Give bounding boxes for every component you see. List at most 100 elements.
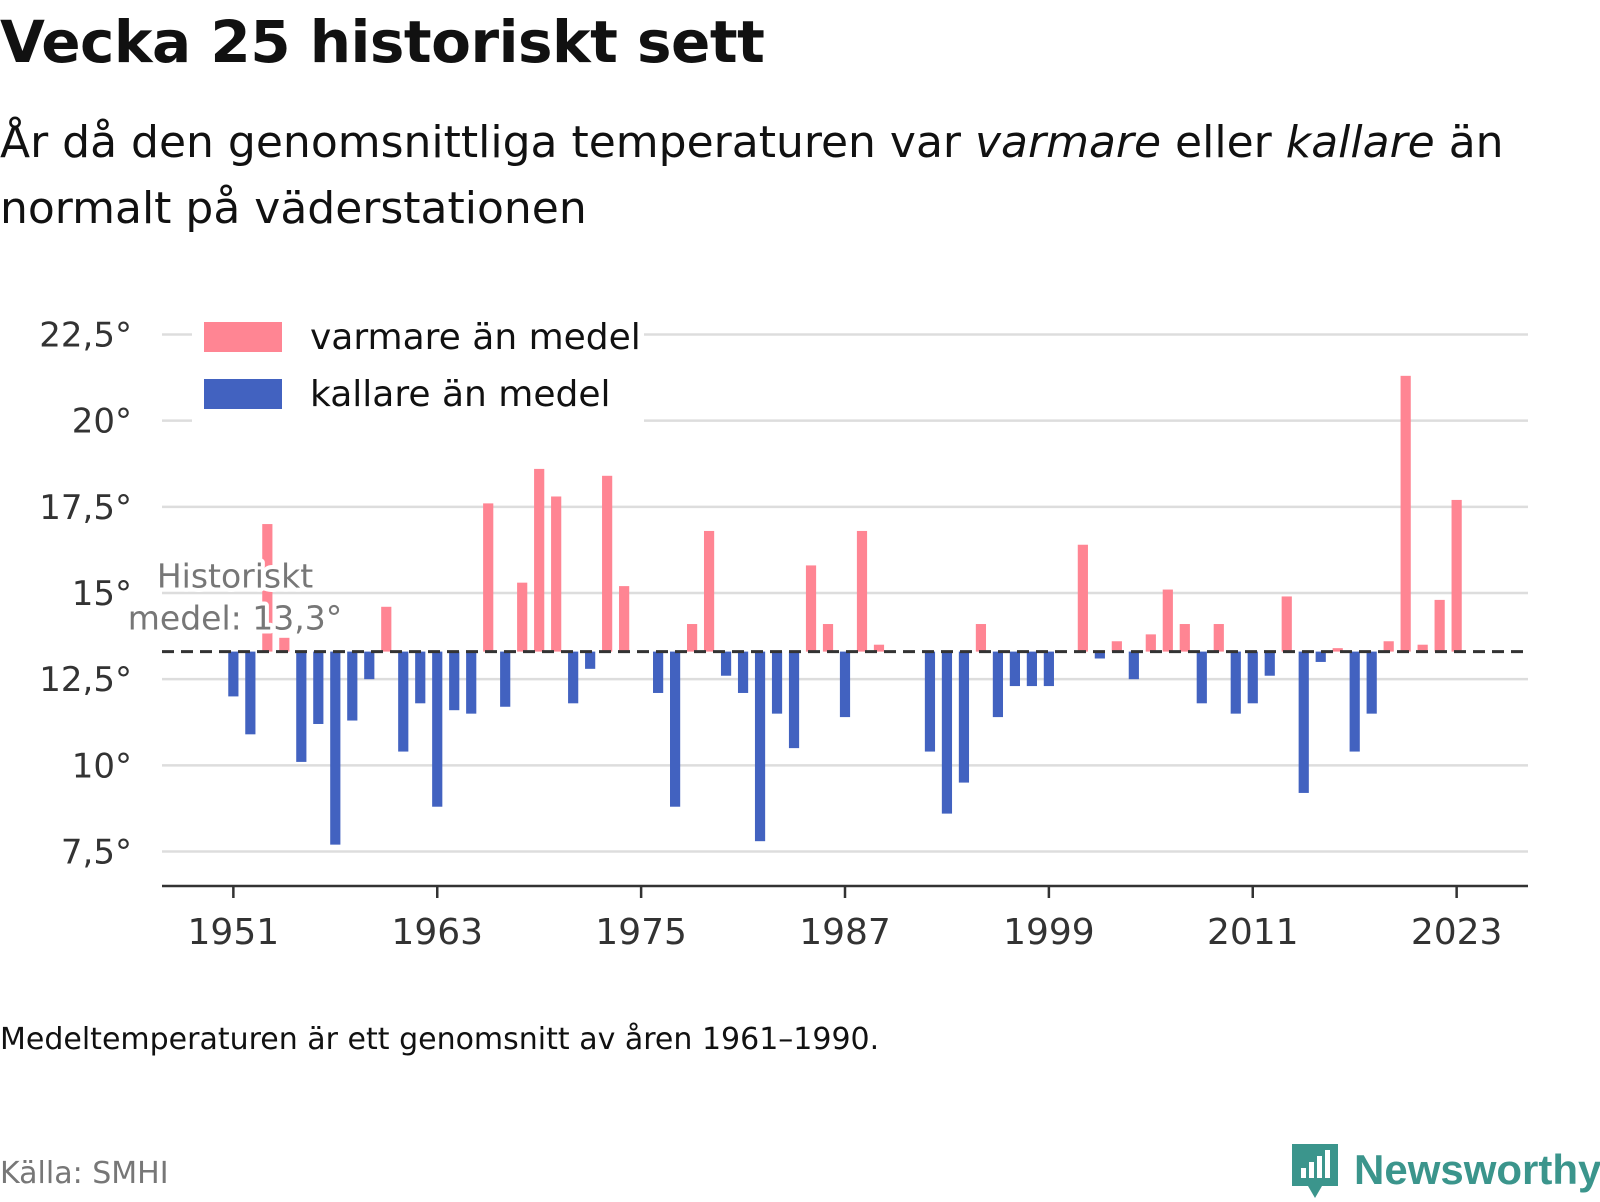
bar-1970 bbox=[551, 496, 562, 652]
bar-1995 bbox=[975, 624, 987, 652]
bar-1987 bbox=[839, 651, 851, 718]
bar-1989 bbox=[873, 644, 885, 652]
bar-1972 bbox=[585, 651, 596, 669]
x-tick-label: 2011 bbox=[1207, 912, 1299, 953]
bar-2001 bbox=[1077, 544, 1088, 652]
bar-1965 bbox=[466, 651, 477, 714]
subtitle-pre: År då den genomsnittliga temperaturen va… bbox=[0, 117, 975, 168]
bar-1955 bbox=[296, 651, 307, 762]
bar-2012 bbox=[1264, 651, 1275, 676]
bar-1980 bbox=[720, 651, 732, 676]
bar-2005 bbox=[1145, 634, 1156, 652]
bar-2002 bbox=[1094, 651, 1105, 659]
bar-1951 bbox=[228, 651, 239, 697]
historical-mean-label: Historiskt medel: 13,3° bbox=[124, 553, 346, 642]
bar-1985 bbox=[805, 565, 817, 652]
source-label: Källa: SMHI bbox=[0, 1156, 169, 1191]
y-tick-label: 20° bbox=[72, 402, 132, 442]
bar-1977 bbox=[670, 651, 681, 807]
bar-1981 bbox=[737, 651, 749, 693]
bar-chart: 7,5° 10° 12,5° 15° 17,5° 20° 22,5° Historiskt … bbox=[39, 312, 1528, 953]
bar-1952 bbox=[245, 651, 256, 735]
y-tick-label: 15° bbox=[72, 574, 132, 614]
brand-logo[interactable]: Newsworthy bbox=[1290, 1142, 1600, 1202]
bar-1979 bbox=[703, 530, 715, 652]
bar-2016 bbox=[1332, 648, 1343, 652]
brand-name: Newsworthy bbox=[1354, 1146, 1600, 1193]
bars bbox=[228, 375, 1462, 845]
x-axis-ticks: 1951 1963 1975 1987 1999 2011 2023 bbox=[188, 886, 1502, 953]
bar-1959 bbox=[364, 651, 375, 680]
bar-2017 bbox=[1349, 651, 1360, 752]
bar-1973 bbox=[602, 475, 613, 652]
legend-label-warm: varmare än medel bbox=[310, 317, 641, 358]
bar-1968 bbox=[517, 582, 528, 652]
bar-1966 bbox=[483, 503, 494, 652]
bar-1953 bbox=[262, 524, 273, 652]
bar-1963 bbox=[432, 651, 443, 807]
y-axis-ticks: 7,5° 10° 12,5° 15° 17,5° 20° 22,5° bbox=[39, 315, 132, 872]
legend: varmare än medel kallare än medel bbox=[192, 312, 644, 424]
x-tick-label: 1951 bbox=[188, 912, 280, 953]
bar-2008 bbox=[1196, 651, 1207, 704]
bar-1967 bbox=[500, 651, 511, 707]
bar-2023 bbox=[1451, 499, 1462, 652]
footnote: Medeltemperaturen är ett genomsnitt av å… bbox=[0, 1022, 880, 1057]
bar-2015 bbox=[1315, 651, 1326, 662]
subtitle-warm-word: varmare bbox=[974, 117, 1162, 168]
bar-1974 bbox=[619, 586, 630, 652]
bar-2019 bbox=[1383, 641, 1394, 652]
bar-1984 bbox=[788, 651, 800, 749]
bar-2011 bbox=[1247, 651, 1258, 704]
bar-1954 bbox=[279, 637, 290, 652]
x-tick-label: 1975 bbox=[595, 912, 687, 953]
bar-1962 bbox=[415, 651, 426, 704]
bar-1992 bbox=[924, 651, 936, 752]
bar-2018 bbox=[1366, 651, 1377, 714]
chart-subtitle: År då den genomsnittliga temperaturen va… bbox=[0, 110, 1560, 242]
bar-1993 bbox=[941, 651, 953, 814]
y-tick-label: 12,5° bbox=[39, 660, 132, 700]
bar-2010 bbox=[1230, 651, 1241, 714]
bar-2003 bbox=[1111, 641, 1122, 652]
bar-1969 bbox=[534, 468, 545, 652]
mean-label-line2: medel: 13,3° bbox=[128, 599, 342, 638]
subtitle-cold-word: kallare bbox=[1285, 117, 1435, 168]
x-tick-label: 1963 bbox=[391, 912, 483, 953]
bar-1998 bbox=[1026, 651, 1037, 687]
bar-1960 bbox=[381, 606, 392, 652]
bar-1961 bbox=[398, 651, 409, 752]
x-tick-label: 1987 bbox=[799, 912, 891, 953]
bar-2007 bbox=[1179, 624, 1190, 652]
legend-swatch-warm bbox=[204, 322, 282, 352]
bar-2022 bbox=[1434, 599, 1445, 652]
x-tick-label: 1999 bbox=[1003, 912, 1095, 953]
legend-swatch-cold bbox=[204, 379, 282, 409]
bar-2006 bbox=[1162, 589, 1173, 652]
bar-2021 bbox=[1417, 644, 1428, 652]
subtitle-post: än normalt på väderstationen bbox=[0, 117, 1504, 234]
bar-1997 bbox=[1009, 651, 1020, 687]
chart-title: Vecka 25 historiskt sett bbox=[0, 8, 765, 76]
bar-1964 bbox=[449, 651, 460, 711]
mean-label-line1: Historiskt bbox=[157, 557, 313, 596]
bar-1986 bbox=[822, 624, 834, 652]
subtitle-mid: eller bbox=[1161, 117, 1286, 168]
bar-1978 bbox=[686, 624, 698, 652]
bar-1996 bbox=[992, 651, 1004, 718]
bar-1994 bbox=[958, 651, 970, 783]
y-tick-label: 10° bbox=[72, 746, 132, 786]
bar-2014 bbox=[1298, 651, 1309, 793]
y-tick-label: 7,5° bbox=[61, 833, 132, 873]
y-tick-label: 17,5° bbox=[39, 488, 132, 528]
bar-1958 bbox=[347, 651, 358, 721]
newsworthy-icon bbox=[1292, 1144, 1338, 1198]
bar-1976 bbox=[653, 651, 664, 693]
bar-2009 bbox=[1213, 624, 1224, 652]
bar-2020 bbox=[1400, 375, 1411, 652]
bar-2004 bbox=[1128, 651, 1139, 680]
bar-1988 bbox=[856, 530, 868, 652]
y-tick-label: 22,5° bbox=[39, 315, 132, 355]
legend-label-cold: kallare än medel bbox=[310, 374, 610, 415]
bar-1982 bbox=[754, 651, 766, 842]
